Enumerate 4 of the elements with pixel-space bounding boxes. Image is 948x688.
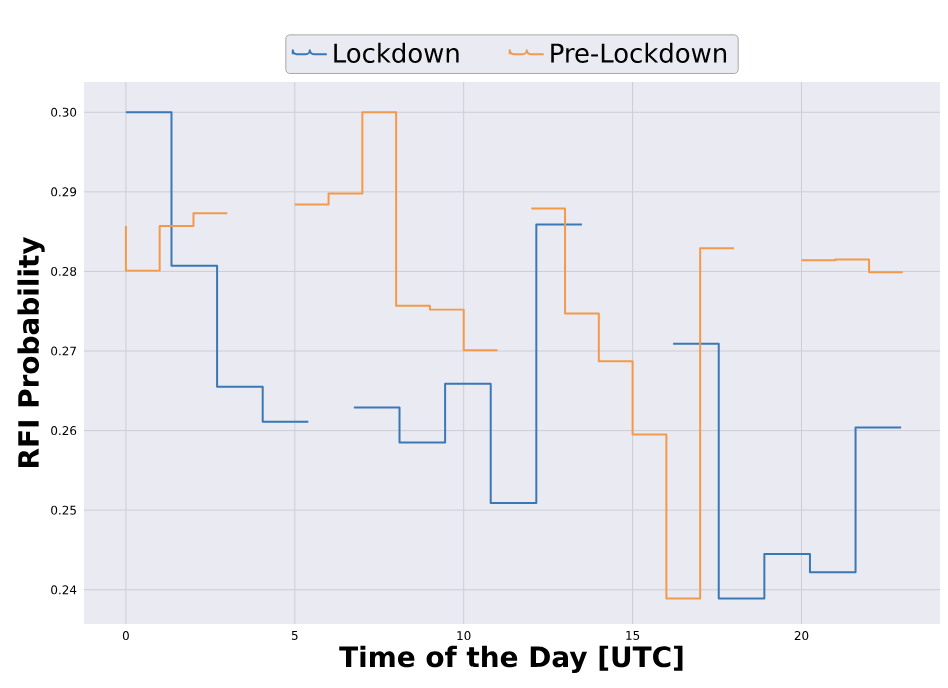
legend-label: Lockdown: [334, 42, 459, 63]
y-axis-title: RFI Probability: [17, 237, 45, 467]
legend-label: Pre-Lockdown: [551, 42, 727, 63]
x-axis-title: Time of the Day [UTC]: [339, 645, 683, 673]
